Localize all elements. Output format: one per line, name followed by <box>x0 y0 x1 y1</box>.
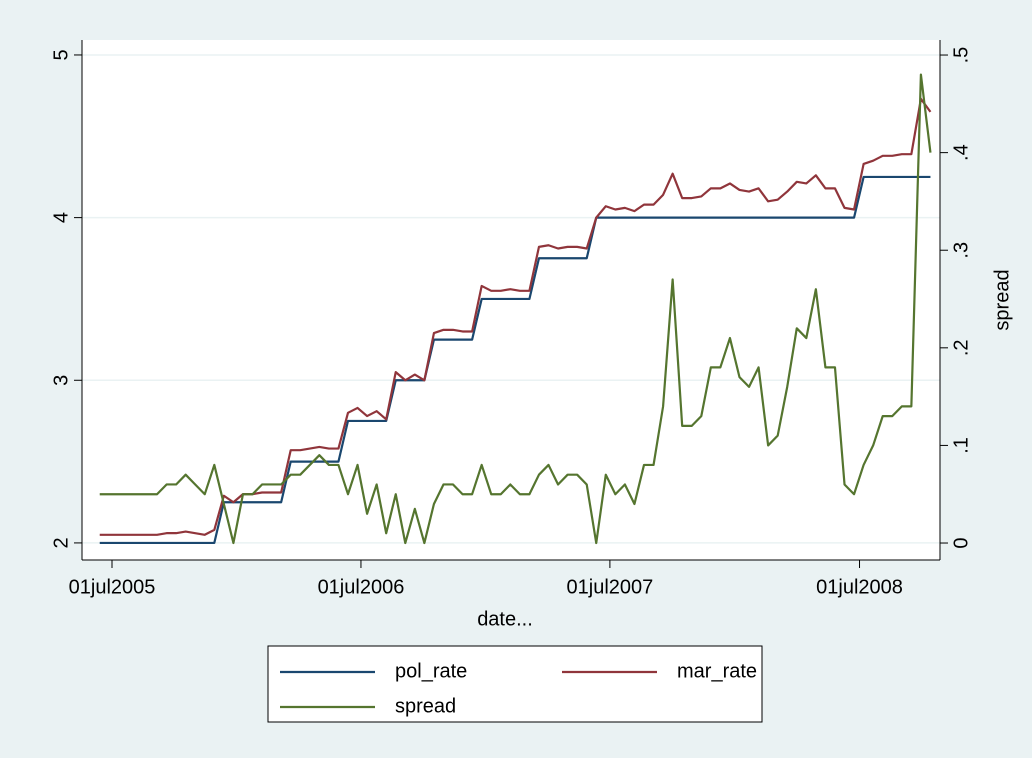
y-tick-label: 4 <box>50 212 72 223</box>
x-tick-label: 01jul2006 <box>318 576 405 598</box>
legend-label: mar_rate <box>677 660 757 682</box>
x-axis-title: date... <box>477 608 533 630</box>
legend-label: pol_rate <box>395 660 467 682</box>
legend-box <box>267 645 763 723</box>
legend-label: spread <box>395 695 456 717</box>
y2-tick-label: .3 <box>950 242 972 259</box>
y2-tick-label: .5 <box>950 47 972 64</box>
x-tick-label: 01jul2008 <box>816 576 903 598</box>
y-tick-label: 5 <box>50 49 72 60</box>
x-tick-label: 01jul2005 <box>69 576 156 598</box>
y2-tick-label: 0 <box>950 537 972 548</box>
y2-tick-label: .1 <box>950 437 972 454</box>
series-line <box>99 175 931 545</box>
y-tick-label: 2 <box>50 537 72 548</box>
series-line <box>99 97 932 536</box>
x-tick-label: 01jul2007 <box>567 576 654 598</box>
y2-axis-title: spread <box>991 269 1013 330</box>
series-line <box>99 73 932 545</box>
y2-tick-label: .4 <box>950 144 972 161</box>
y2-tick-label: .2 <box>950 339 972 356</box>
y-tick-label: 3 <box>50 375 72 386</box>
